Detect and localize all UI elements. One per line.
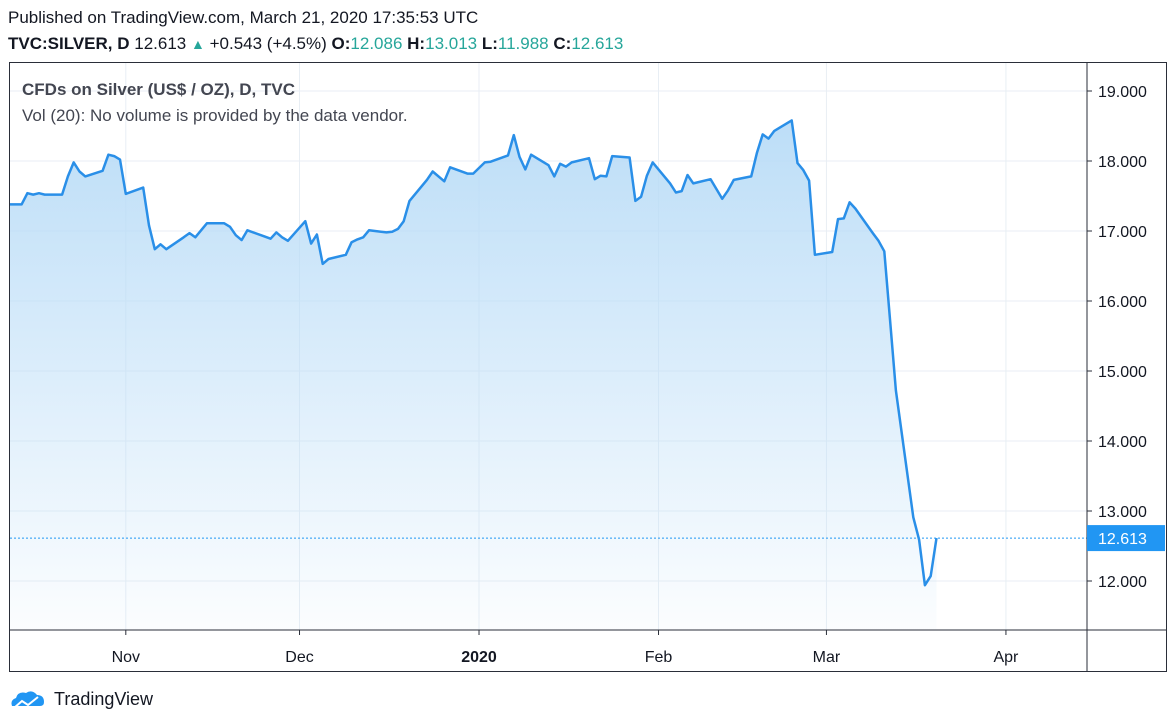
chart-frame	[9, 62, 1167, 672]
x-tick-label: 2020	[461, 649, 497, 666]
price-change: +0.543 (+4.5%)	[209, 34, 327, 53]
symbol-label: TVC:SILVER, D	[8, 34, 130, 53]
close-value: 12.613	[571, 34, 624, 53]
area-path	[10, 120, 937, 631]
y-tick-label: 14.000	[1098, 434, 1147, 451]
y-axis[interactable]: 19.000 18.000 17.000 16.000 15.000 14.000 13.0…	[1086, 63, 1165, 671]
open-value: 12.086	[350, 34, 403, 53]
last-price-badge	[1087, 525, 1165, 552]
area-fill	[10, 120, 937, 631]
y-tick-label: 18.000	[1098, 154, 1147, 171]
high-value: 13.013	[425, 34, 478, 53]
legend-volume: Vol (20): No volume is provided by the d…	[22, 106, 408, 125]
open-label: O:	[331, 34, 351, 53]
legend-title: CFDs on Silver (US$ / OZ), D, TVC	[22, 80, 295, 99]
close-label: C:	[553, 34, 572, 53]
y-tick-label: 15.000	[1098, 364, 1147, 381]
low-label: L:	[481, 34, 498, 53]
last-price-badge-label: 12.613	[1098, 531, 1147, 548]
up-arrow-icon: ▲	[191, 36, 205, 52]
y-tick-label: 17.000	[1098, 224, 1147, 241]
y-tick-label: 19.000	[1098, 84, 1147, 101]
ohlc-header: TVC:SILVER, D 12.613 ▲ +0.543 (+4.5%) O:…	[8, 34, 623, 54]
x-tick-label: Dec	[285, 649, 313, 666]
low-value: 11.988	[497, 34, 549, 53]
tradingview-logo-icon	[11, 691, 44, 709]
high-label: H:	[407, 34, 426, 53]
x-tick-label: Mar	[813, 649, 841, 666]
y-tick-label: 12.000	[1098, 574, 1147, 591]
x-tick-label: Apr	[993, 649, 1019, 666]
x-tick-label: Feb	[645, 649, 673, 666]
price-line-series[interactable]	[10, 119, 938, 587]
published-info: Published on TradingView.com, March 21, …	[8, 8, 479, 27]
last-price: 12.613	[134, 34, 187, 53]
x-axis[interactable]: Nov Dec 2020 Feb Mar Apr	[10, 629, 1166, 666]
price-line	[10, 119, 938, 587]
brand-name: TradingView	[54, 688, 154, 709]
x-tick-label: Nov	[112, 649, 140, 666]
footer[interactable]: TradingView	[8, 688, 153, 710]
y-tick-label: 16.000	[1098, 294, 1147, 311]
y-tick-label: 13.000	[1098, 504, 1147, 521]
